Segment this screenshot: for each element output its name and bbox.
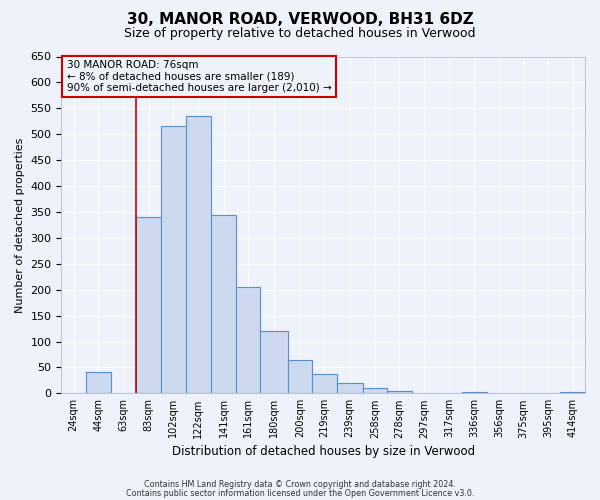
Bar <box>560 392 585 394</box>
Text: 30, MANOR ROAD, VERWOOD, BH31 6DZ: 30, MANOR ROAD, VERWOOD, BH31 6DZ <box>127 12 473 28</box>
Bar <box>362 388 387 394</box>
Bar <box>136 217 161 394</box>
X-axis label: Distribution of detached houses by size in Verwood: Distribution of detached houses by size … <box>172 444 475 458</box>
Bar <box>387 390 412 394</box>
Bar <box>337 383 362 394</box>
Bar <box>462 392 487 394</box>
Bar <box>287 360 312 394</box>
Text: Contains HM Land Registry data © Crown copyright and database right 2024.: Contains HM Land Registry data © Crown c… <box>144 480 456 489</box>
Bar <box>86 372 110 394</box>
Bar <box>236 287 260 394</box>
Bar <box>211 214 236 394</box>
Y-axis label: Number of detached properties: Number of detached properties <box>15 137 25 312</box>
Text: Size of property relative to detached houses in Verwood: Size of property relative to detached ho… <box>124 28 476 40</box>
Bar <box>161 126 185 394</box>
Bar <box>185 116 211 394</box>
Text: Contains public sector information licensed under the Open Government Licence v3: Contains public sector information licen… <box>126 490 474 498</box>
Bar <box>260 331 287 394</box>
Text: 30 MANOR ROAD: 76sqm
← 8% of detached houses are smaller (189)
90% of semi-detac: 30 MANOR ROAD: 76sqm ← 8% of detached ho… <box>67 60 331 93</box>
Bar <box>312 374 337 394</box>
